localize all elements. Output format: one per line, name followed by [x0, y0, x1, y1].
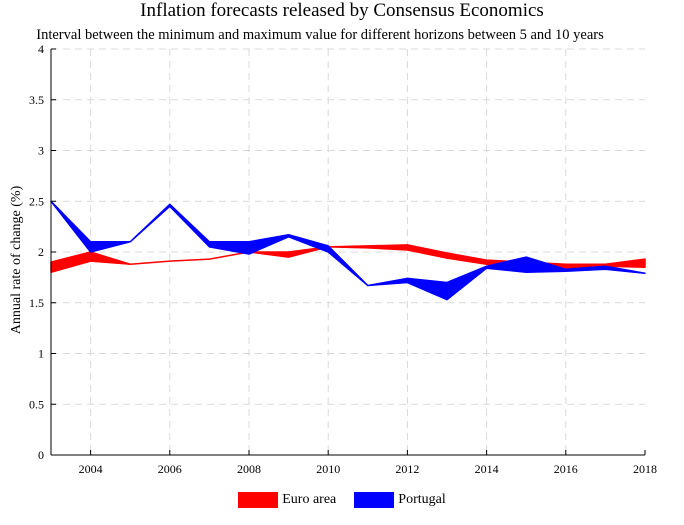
y-tick-label: 3.5 [29, 93, 44, 107]
y-tick-label: 4 [38, 42, 44, 56]
series-band-portugal [50, 200, 646, 301]
y-tick-label: 1 [38, 347, 44, 361]
grid-lines [51, 48, 645, 455]
legend-label-portugal: Portugal [398, 492, 446, 507]
legend-swatch-euro-area [238, 492, 279, 508]
x-tick-label: 2018 [633, 462, 657, 476]
legend: Euro area Portugal [0, 492, 684, 508]
series-band-euro-area [50, 244, 646, 274]
x-tick-label: 2016 [554, 462, 578, 476]
legend-swatch-portugal [354, 492, 395, 508]
y-tick-label: 1.5 [29, 296, 44, 310]
x-tick-labels: 2004 2006 2008 2010 2012 2014 2016 2018 [79, 450, 657, 476]
x-tick-label: 2008 [237, 462, 261, 476]
series-areas [50, 200, 646, 301]
y-tick-label: 0.5 [29, 397, 44, 411]
legend-label-euro-area: Euro area [282, 492, 337, 507]
x-tick-label: 2014 [475, 462, 499, 476]
y-tick-label: 0 [38, 448, 44, 462]
chart-subtitle: Interval between the minimum and maximum… [36, 27, 604, 43]
legend-item-euro-area[interactable]: Euro area [238, 492, 336, 508]
y-axis-label: Annual rate of change (%) [9, 185, 24, 334]
legend-item-portugal[interactable]: Portugal [354, 492, 446, 508]
x-tick-label: 2012 [395, 462, 419, 476]
x-tick-label: 2010 [316, 462, 340, 476]
y-tick-label: 2.5 [29, 194, 44, 208]
y-tick-label: 2 [38, 245, 44, 259]
x-tick-label: 2006 [158, 462, 182, 476]
y-tick-label: 3 [38, 144, 44, 158]
y-tick-labels: 0 0.5 1 1.5 2 2.5 3 3.5 4 [29, 42, 56, 462]
chart-title: Inflation forecasts released by Consensu… [140, 0, 544, 21]
x-tick-label: 2004 [79, 462, 103, 476]
